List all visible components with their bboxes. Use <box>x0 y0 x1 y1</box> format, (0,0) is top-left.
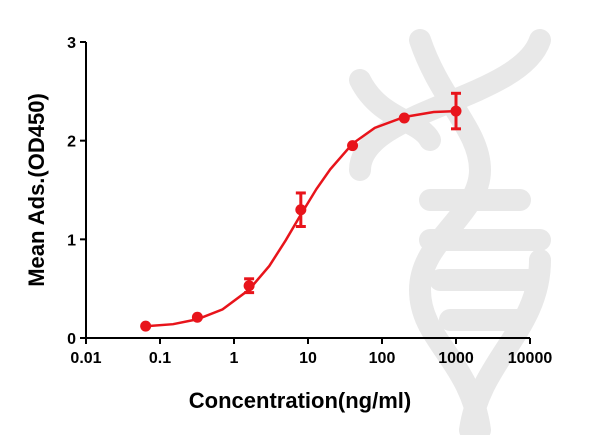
x-tick-label: 10 <box>299 350 317 367</box>
data-point <box>243 280 255 292</box>
x-tick-label: 0.1 <box>149 350 171 367</box>
x-tick-label: 1000 <box>438 350 474 367</box>
y-tick-label: 2 <box>67 134 76 151</box>
data-point <box>140 320 152 332</box>
y-tick-label: 0 <box>67 331 76 348</box>
x-tick-label: 1 <box>230 350 239 367</box>
y-tick-label: 3 <box>67 35 76 52</box>
dna-rungs <box>419 189 551 331</box>
x-tick-label: 10000 <box>508 350 553 367</box>
data-point <box>191 311 203 323</box>
watermark <box>349 29 551 435</box>
data-point <box>295 204 307 216</box>
x-axis-label: Concentration(ng/ml) <box>189 388 411 413</box>
dna-strand <box>349 29 551 181</box>
y-axis-label: Mean Ads.(OD450) <box>24 93 49 287</box>
dna-strand <box>349 69 441 151</box>
data-point <box>398 112 410 124</box>
x-tick-label: 0.01 <box>70 350 101 367</box>
data-point <box>450 105 462 117</box>
y-tick-label: 1 <box>67 232 76 249</box>
data-point <box>347 140 359 152</box>
x-tick-label: 100 <box>369 350 396 367</box>
